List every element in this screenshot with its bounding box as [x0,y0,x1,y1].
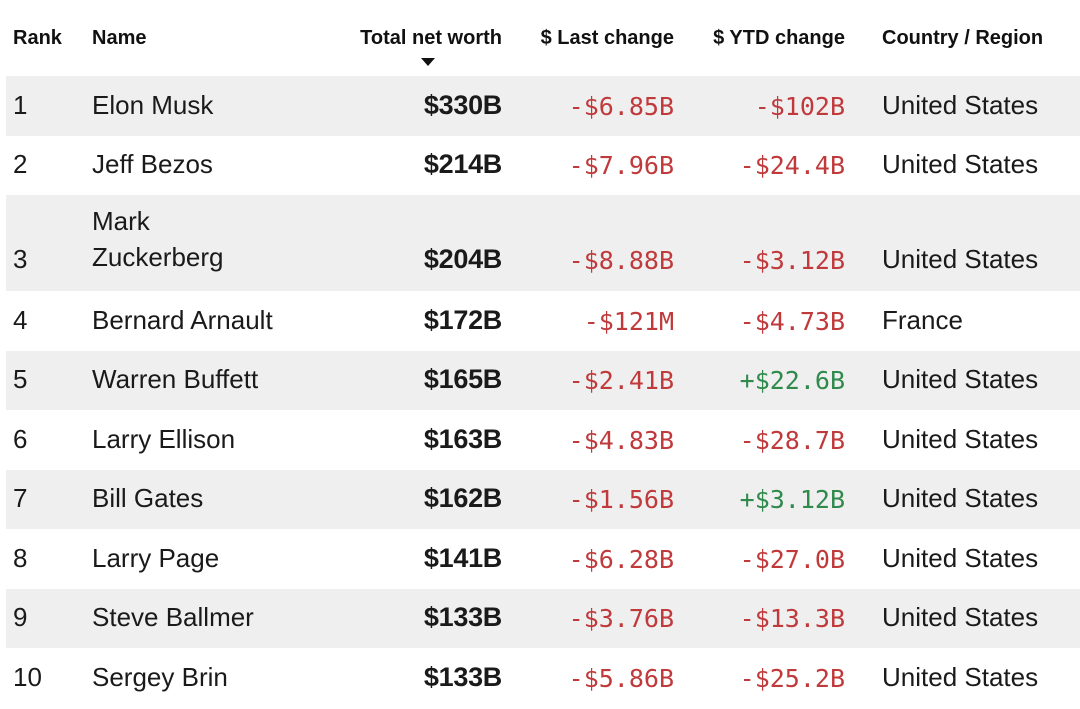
ytd-change-cell: -$13.3B [739,604,845,633]
last-change-cell: -$6.85B [568,91,674,121]
ytd-change-cell: -$24.4B [739,151,845,180]
net-worth-cell: $141B [423,542,502,573]
country-cell: United States [882,483,1039,513]
last-change-cell: -$1.56B [568,485,674,514]
rank-cell: 10 [13,661,42,692]
last-change-cell: -$5.86B [568,663,674,693]
last-change-cell: -$8.88B [568,246,674,275]
column-header-total-net-worth[interactable]: Total net worth [360,27,502,49]
country-cell: United States [882,244,1039,274]
table-row[interactable]: 10 Sergey Brin $133B -$5.86B -$25.2B Uni… [6,648,1080,708]
name-cell[interactable]: Larry Page [92,542,220,573]
rank-cell: 4 [13,304,28,335]
last-change-cell: -$4.83B [568,425,674,455]
rank-cell: 1 [13,89,28,120]
last-change-cell: -$2.41B [568,366,674,395]
net-worth-cell: $165B [423,364,502,394]
ytd-change-cell: -$4.73B [739,306,845,336]
country-cell: France [882,304,963,335]
country-cell: United States [882,149,1039,179]
net-worth-cell: $133B [423,661,502,692]
table-row[interactable]: 9 Steve Ballmer $133B -$3.76B -$13.3B Un… [6,588,1080,648]
ytd-change-cell: -$27.0B [739,544,845,574]
table-row[interactable]: 7 Bill Gates $162B -$1.56B +$3.12B Unite… [6,469,1080,529]
name-cell[interactable]: Bill Gates [92,483,204,513]
table-row[interactable]: 5 Warren Buffett $165B -$2.41B +$22.6B U… [6,350,1080,410]
name-cell[interactable]: Larry Ellison [92,423,236,454]
sort-down-arrow-icon[interactable] [421,58,435,66]
rank-cell: 3 [13,244,28,274]
net-worth-cell: $172B [423,304,502,335]
country-cell: United States [882,364,1039,394]
name-cell[interactable]: Bernard Arnault [92,304,273,335]
ytd-change-cell: -$3.12B [739,246,845,275]
table-row[interactable]: 1 Elon Musk $330B -$6.85B -$102B United … [6,76,1080,136]
country-cell: United States [882,542,1039,573]
table-row[interactable]: 2 Jeff Bezos $214B -$7.96B -$24.4B Unite… [6,136,1080,196]
column-header-last-change[interactable]: $ Last change [540,27,674,49]
last-change-cell: -$6.28B [568,544,674,574]
table-body: 1 Elon Musk $330B -$6.85B -$102B United … [0,76,1080,708]
table-row[interactable]: 3 Mark Zuckerberg $204B -$8.88B -$3.12B … [6,195,1080,291]
net-worth-cell: $214B [423,149,502,179]
column-header-rank[interactable]: Rank [13,27,62,49]
column-header-name[interactable]: Name [92,27,147,49]
rank-cell: 6 [13,423,28,454]
name-cell[interactable]: Jeff Bezos [92,149,213,179]
net-worth-cell: $162B [423,483,502,513]
name-cell[interactable]: Steve Ballmer [92,602,254,632]
name-cell[interactable]: Warren Buffett [92,364,259,394]
table-row[interactable]: 6 Larry Ellison $163B -$4.83B -$28.7B Un… [6,410,1080,470]
last-change-cell: -$7.96B [568,151,674,180]
rank-cell: 2 [13,149,28,179]
table-header: Rank Name Total net worth $ Last change … [0,0,1080,76]
net-worth-cell: $133B [423,602,502,632]
rank-cell: 5 [13,364,28,394]
net-worth-cell: $330B [423,89,502,120]
country-cell: United States [882,661,1039,692]
column-header-country-region[interactable]: Country / Region [882,27,1044,49]
ytd-change-cell: -$28.7B [739,425,845,455]
country-cell: United States [882,423,1039,454]
name-cell[interactable]: Mark Zuckerberg [92,206,224,272]
name-cell[interactable]: Elon Musk [92,89,214,120]
table-row[interactable]: 4 Bernard Arnault $172B -$121M -$4.73B F… [6,291,1080,351]
country-cell: United States [882,602,1039,632]
ytd-change-cell: +$3.12B [739,485,845,514]
table-row[interactable]: 8 Larry Page $141B -$6.28B -$27.0B Unite… [6,529,1080,589]
country-cell: United States [882,89,1039,120]
name-cell[interactable]: Sergey Brin [92,661,228,692]
ytd-change-cell: -$102B [754,91,845,121]
rank-cell: 8 [13,542,28,573]
ytd-change-cell: -$25.2B [739,663,845,693]
rank-cell: 7 [13,483,28,513]
last-change-cell: -$3.76B [568,604,674,633]
rank-cell: 9 [13,602,28,632]
last-change-cell: -$121M [583,306,674,336]
net-worth-cell: $163B [423,423,502,454]
column-header-ytd-change[interactable]: $ YTD change [713,27,845,49]
ytd-change-cell: +$22.6B [739,366,845,395]
net-worth-cell: $204B [423,244,502,274]
